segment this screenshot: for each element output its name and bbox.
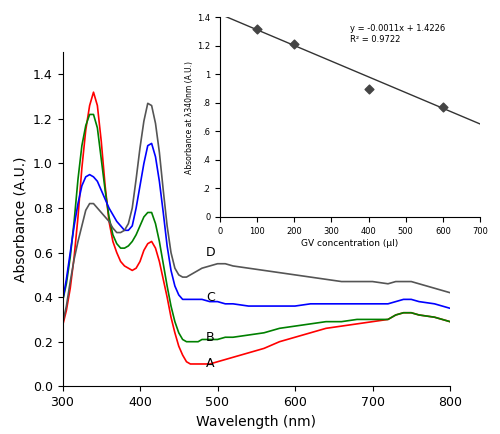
X-axis label: GV concentration (μl): GV concentration (μl) xyxy=(302,239,398,247)
X-axis label: Wavelength (nm): Wavelength (nm) xyxy=(196,414,316,428)
Point xyxy=(439,104,447,111)
Point xyxy=(364,85,372,92)
Text: B: B xyxy=(206,331,214,344)
Text: y = -0.0011x + 1.4226
R² = 0.9722: y = -0.0011x + 1.4226 R² = 0.9722 xyxy=(350,24,446,44)
Y-axis label: Absorbance (A.U.): Absorbance (A.U.) xyxy=(13,156,27,282)
Point xyxy=(253,25,261,32)
Text: C: C xyxy=(206,291,214,304)
Point xyxy=(290,41,298,48)
Text: D: D xyxy=(206,246,216,259)
Text: A: A xyxy=(206,358,214,371)
Y-axis label: Absorbance at λ340nm (A.U.): Absorbance at λ340nm (A.U.) xyxy=(186,61,194,174)
